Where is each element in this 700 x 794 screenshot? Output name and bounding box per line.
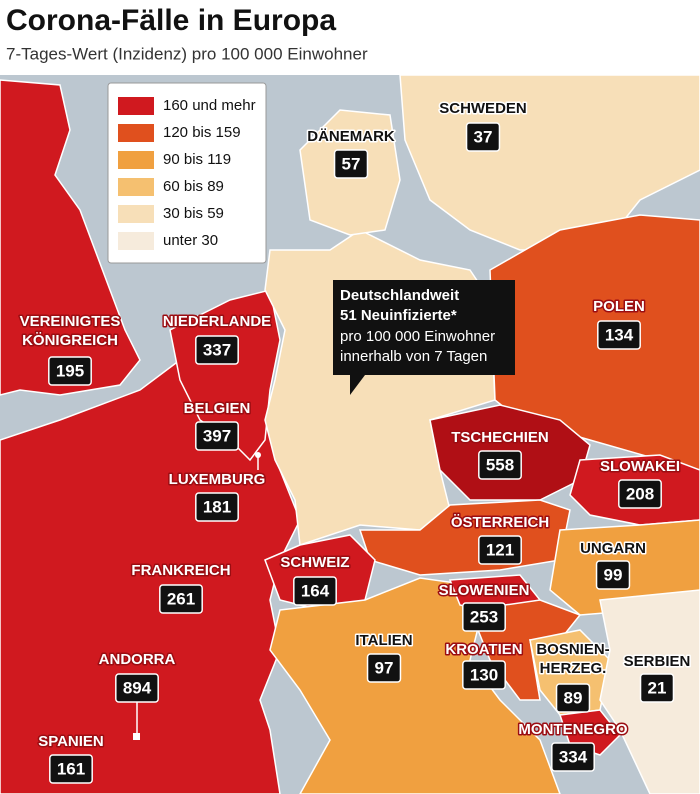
country-name: SCHWEDEN [439, 100, 527, 117]
value-box [195, 492, 239, 522]
value-box [639, 673, 675, 703]
value-box [618, 479, 662, 509]
legend-swatch [118, 124, 154, 142]
country-name: SLOWENIEN [439, 582, 530, 599]
value: 130 [470, 665, 498, 684]
callout: Deutschlandweit 51 Neuinfizierte* pro 10… [333, 280, 515, 395]
country-name: SERBIEN [624, 653, 691, 670]
country-labels: SCHWEDEN 37 DÄNEMARK 57 VEREINIGTES KÖNIGREIC… [18, 98, 692, 784]
legend-swatch [118, 205, 154, 223]
subtitle: 7-Tages-Wert (Inzidenz) pro 100 000 Einw… [6, 44, 368, 63]
country-name: ITALIEN [355, 632, 412, 649]
value: 397 [203, 426, 231, 445]
value: 37 [474, 127, 493, 146]
value-box [462, 602, 506, 632]
legend-label: unter 30 [163, 232, 218, 249]
value: 134 [605, 325, 634, 344]
value-box [333, 149, 369, 179]
value: 894 [123, 678, 152, 697]
value: 164 [301, 581, 330, 600]
country-name: SCHWEIZ [280, 554, 349, 571]
value-box [195, 335, 239, 365]
callout-box [333, 280, 515, 395]
country-name: BELGIEN [184, 400, 251, 417]
value-box [293, 576, 337, 606]
country-name: UNGARN [580, 540, 646, 557]
value-box [551, 742, 595, 772]
legend: 160 und mehr 120 bis 159 90 bis 119 60 bis … [107, 82, 267, 264]
value: 195 [56, 361, 84, 380]
callout-text: innerhalb von 7 Tagen [340, 348, 487, 365]
legend-label: 120 bis 159 [163, 124, 241, 141]
callout-text: Deutschlandweit [340, 287, 459, 304]
value-box [462, 660, 506, 690]
callout-text: pro 100 000 Einwohner [340, 328, 495, 345]
country-name: ÖSTERREICH [451, 514, 549, 531]
country-name: DÄNEMARK [307, 128, 395, 145]
legend-label: 160 und mehr [163, 97, 256, 114]
legend-swatch [118, 178, 154, 196]
value-box [366, 653, 402, 683]
value-box [195, 421, 239, 451]
value-box [49, 754, 93, 784]
country-name: FRANKREICH [131, 562, 230, 579]
value: 181 [203, 497, 231, 516]
value: 89 [564, 688, 583, 707]
legend-label: 90 bis 119 [163, 151, 231, 168]
value: 334 [559, 747, 588, 766]
country-name: LUXEMBURG [169, 471, 266, 488]
country-name: VEREINIGTES [20, 313, 121, 330]
country-name: KÖNIGREICH [22, 332, 118, 349]
country-name: MONTENEGRO [518, 721, 628, 738]
value: 99 [604, 565, 623, 584]
country-name: TSCHECHIEN [451, 429, 549, 446]
value-box [48, 356, 92, 386]
country-name: ANDORRA [99, 651, 176, 668]
legend-label: 30 bis 59 [163, 205, 224, 222]
value: 121 [486, 540, 514, 559]
country-name: HERZEG. [540, 660, 607, 677]
pointer-dot [255, 452, 261, 458]
country-name: KROATIEN [445, 641, 522, 658]
country-name: SPANIEN [38, 733, 104, 750]
value: 558 [486, 455, 514, 474]
value: 261 [167, 589, 195, 608]
value-box [159, 584, 203, 614]
country-name: SLOWAKEI [600, 458, 680, 475]
value-box [597, 320, 641, 350]
value: 208 [626, 484, 654, 503]
value: 337 [203, 340, 231, 359]
value-box [555, 683, 591, 713]
value: 57 [342, 154, 361, 173]
value: 21 [648, 678, 667, 697]
title: Corona-Fälle in Europa [6, 4, 336, 37]
country-name: POLEN [593, 298, 645, 315]
value: 161 [57, 759, 85, 778]
legend-label: 60 bis 89 [163, 178, 224, 195]
callout-text: 51 Neuinfizierte* [340, 307, 457, 324]
country-name: BOSNIEN- [536, 641, 609, 658]
value: 253 [470, 607, 498, 626]
value-box [478, 450, 522, 480]
value-box [595, 560, 631, 590]
value-box [478, 535, 522, 565]
value-box [465, 122, 501, 152]
pointer-dot [133, 733, 140, 740]
legend-swatch [118, 97, 154, 115]
country-name: NIEDERLANDE [163, 313, 271, 330]
legend-swatch [118, 151, 154, 169]
value-box [115, 673, 159, 703]
value: 97 [375, 658, 394, 677]
header-band [0, 0, 700, 75]
legend-swatch [118, 232, 154, 250]
